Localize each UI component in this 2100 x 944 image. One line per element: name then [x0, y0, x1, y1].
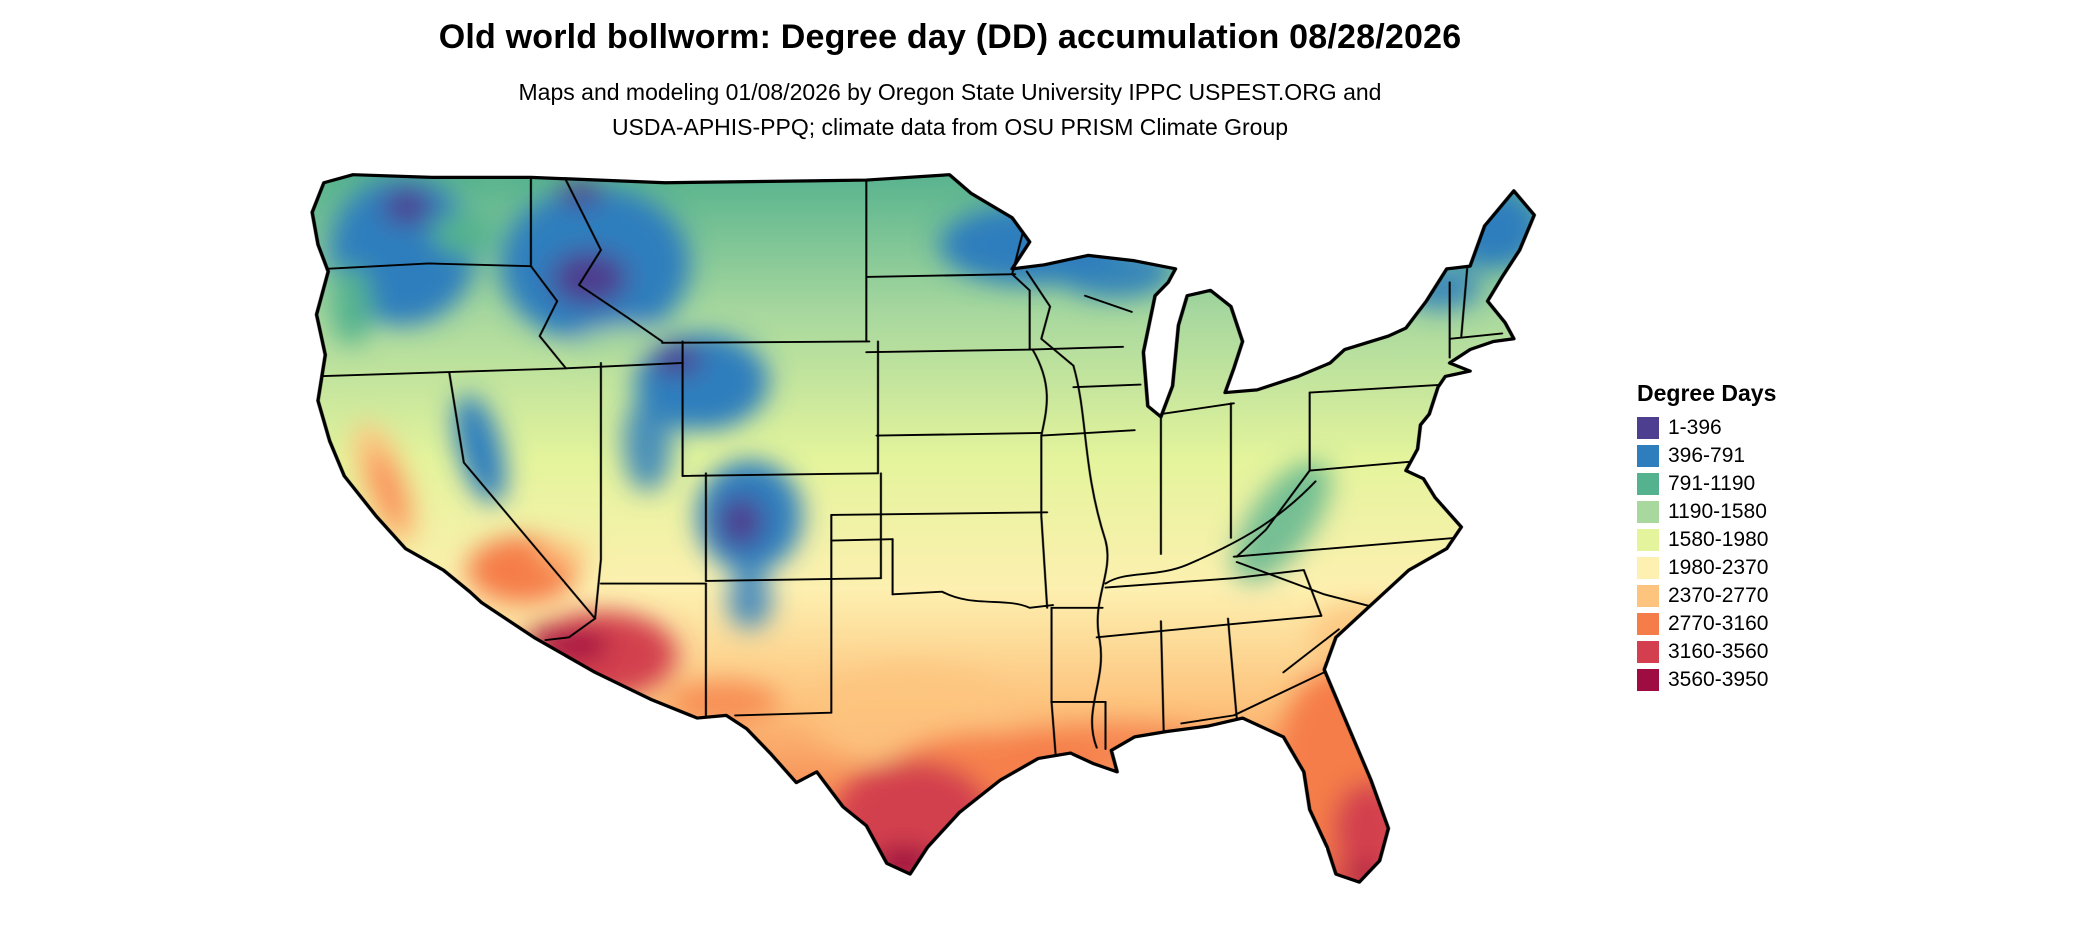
legend-entry: 1-396: [1637, 416, 1776, 440]
legend-color-swatch: [1637, 529, 1659, 551]
legend-color-swatch: [1637, 585, 1659, 607]
legend-color-swatch: [1637, 473, 1659, 495]
legend-color-swatch: [1637, 669, 1659, 691]
us-degree-day-map: [213, 137, 1613, 944]
legend-entry: 3160-3560: [1637, 640, 1776, 664]
us-outline: [310, 173, 1536, 884]
legend-entry-label: 2770-3160: [1668, 612, 1769, 635]
legend-entry: 1190-1580: [1637, 500, 1776, 524]
legend-entry-label: 3160-3560: [1668, 640, 1769, 663]
legend-title: Degree Days: [1637, 380, 1777, 406]
legend-entry-label: 791-1190: [1668, 472, 1756, 495]
legend-entry: 396-791: [1637, 444, 1776, 468]
legend-entry-label: 1580-1980: [1668, 528, 1769, 551]
legend-entry: 1580-1980: [1637, 528, 1776, 552]
legend-entries: 1-396 396-791 791-1190 1190-1580 1580-1980 19…: [1637, 416, 1776, 692]
legend-entry: 791-1190: [1637, 472, 1776, 496]
map-subtitle: Maps and modeling 01/08/2026 by Oregon S…: [0, 75, 1900, 144]
subtitle-line-2: USDA-APHIS-PPQ; climate data from OSU PR…: [611, 113, 1289, 140]
legend-entry: 2370-2770: [1637, 584, 1776, 608]
legend-color-swatch: [1637, 445, 1659, 467]
state-borders: [312, 176, 1504, 760]
legend-color-swatch: [1637, 501, 1659, 523]
legend-entry-label: 1190-1580: [1668, 500, 1767, 523]
legend-color-swatch: [1637, 557, 1659, 579]
legend-entry-label: 3560-3950: [1668, 668, 1769, 691]
legend-entry: 1980-2370: [1637, 556, 1776, 580]
degree-days-legend: Degree Days 1-396 396-791 791-1190 1190-158…: [1637, 380, 1776, 696]
legend-entry: 2770-3160: [1637, 612, 1776, 636]
legend-color-swatch: [1637, 417, 1659, 439]
legend-entry-label: 1-396: [1668, 416, 1722, 439]
map-header: Old world bollworm: Degree day (DD) accu…: [0, 18, 1900, 144]
us-map-svg: [310, 173, 1536, 884]
legend-entry: 3560-3950: [1637, 668, 1776, 692]
subtitle-line-1: Maps and modeling 01/08/2026 by Oregon S…: [518, 79, 1382, 105]
legend-entry-label: 1980-2370: [1668, 556, 1769, 579]
legend-color-swatch: [1637, 641, 1659, 663]
page-title: Old world bollworm: Degree day (DD) accu…: [438, 18, 1462, 56]
legend-entry-label: 396-791: [1668, 444, 1746, 467]
legend-entry-label: 2370-2770: [1668, 584, 1769, 607]
legend-color-swatch: [1637, 613, 1659, 635]
